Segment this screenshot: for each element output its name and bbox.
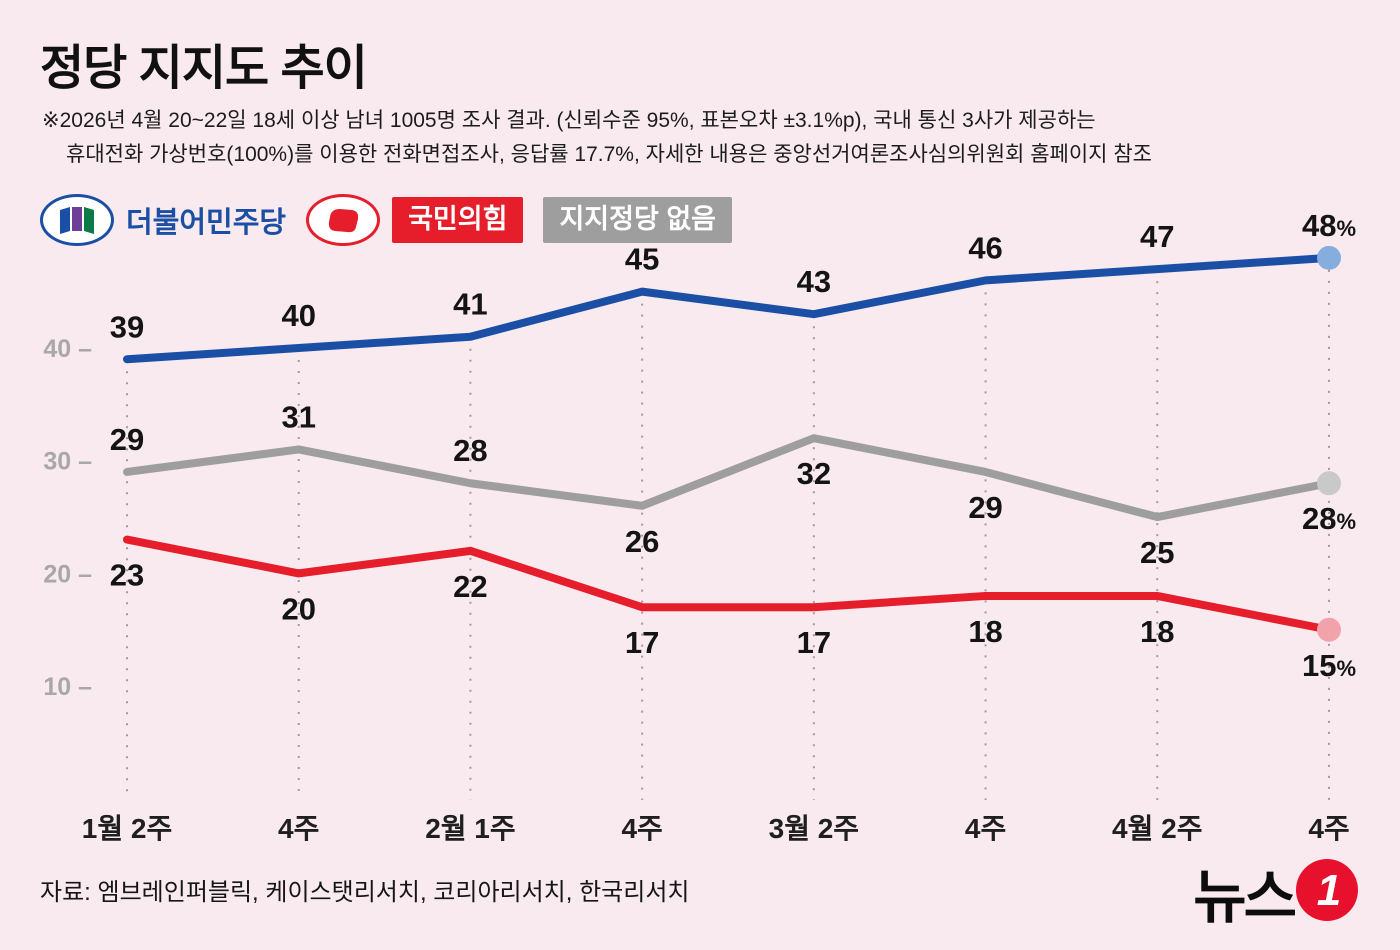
y-axis-label: 20 – [43, 560, 92, 588]
source-text: 자료: 엠브레인퍼블릭, 케이스탯리서치, 코리아리서치, 한국리서치 [40, 879, 690, 906]
x-axis-label: 4주 [965, 813, 1006, 844]
legend-item-people-power-party: 국민의힘 [306, 194, 524, 246]
data-label: 28% [1302, 501, 1356, 536]
series-endpoint-2 [1316, 617, 1341, 642]
x-axis-label: 4주 [1308, 813, 1349, 844]
series-endpoint-1 [1316, 471, 1341, 496]
legend-item-democratic-party: 더불어민주당 [40, 194, 286, 246]
people-power-party-icon [306, 194, 381, 246]
data-label: 45 [625, 242, 659, 277]
series-endpoint-0 [1316, 245, 1341, 270]
data-label: 22 [453, 569, 487, 604]
y-axis-label: 40 – [43, 335, 92, 363]
data-label: 17 [797, 625, 831, 660]
data-label: 39 [110, 309, 144, 344]
data-label: 18 [968, 614, 1002, 649]
news1-logo: 뉴스 1 [1193, 850, 1358, 934]
x-axis-label: 4주 [278, 813, 319, 844]
page-title: 정당 지지도 추이 [40, 42, 368, 95]
news1-logo-circle [1296, 858, 1358, 921]
data-label: 47 [1140, 219, 1174, 254]
x-axis-label: 4주 [621, 813, 662, 844]
data-label: 31 [281, 399, 315, 434]
legend: 더불어민주당 국민의힘 지지정당 없음 [40, 194, 733, 246]
series-line-2 [123, 535, 1333, 634]
data-label: 46 [968, 230, 1002, 265]
data-label: 28 [453, 433, 487, 468]
legend-item-no-party: 지지정당 없음 [543, 197, 733, 243]
series-line-1 [123, 434, 1333, 522]
x-axis-label: 1월 2주 [82, 813, 172, 844]
data-label: 23 [110, 558, 144, 593]
news1-logo-text: 뉴스 [1193, 865, 1297, 930]
y-axis-label: 30 – [43, 448, 92, 476]
data-label: 26 [625, 524, 659, 559]
survey-note: ※2026년 4월 20~22일 18세 이상 남녀 1005명 조사 결과. … [42, 104, 1152, 172]
legend-label-people-power-party: 국민의힘 [392, 197, 524, 243]
data-label: 25 [1140, 535, 1174, 570]
survey-note-line-1: ※2026년 4월 20~22일 18세 이상 남녀 1005명 조사 결과. … [42, 109, 1096, 132]
x-axis-label: 2월 1주 [425, 813, 515, 844]
x-axis-label: 4월 2주 [1112, 813, 1202, 844]
news1-logo-badge: 1 [1296, 858, 1358, 926]
data-label: 17 [625, 625, 659, 660]
data-label: 29 [968, 490, 1002, 525]
series-line-0 [123, 253, 1333, 364]
data-label: 40 [281, 298, 315, 333]
data-label: 43 [797, 264, 831, 299]
y-axis-label: 10 – [43, 673, 92, 701]
data-label: 32 [797, 456, 831, 491]
data-label: 48% [1302, 208, 1356, 243]
data-label: 15% [1302, 648, 1356, 683]
x-axis-label: 3월 2주 [769, 813, 859, 844]
legend-label-no-party: 지지정당 없음 [543, 197, 733, 243]
data-label: 20 [281, 591, 315, 626]
data-label: 29 [110, 422, 144, 457]
news1-logo-one: 1 [1317, 866, 1341, 915]
data-label: 41 [453, 287, 487, 322]
legend-label-democratic-party: 더불어민주당 [126, 207, 287, 239]
democratic-party-flag-icon [40, 194, 114, 246]
survey-note-line-2: 휴대전화 가상번호(100%)를 이용한 전화면접조사, 응답률 17.7%, … [66, 143, 1152, 166]
data-label: 18 [1140, 614, 1174, 649]
